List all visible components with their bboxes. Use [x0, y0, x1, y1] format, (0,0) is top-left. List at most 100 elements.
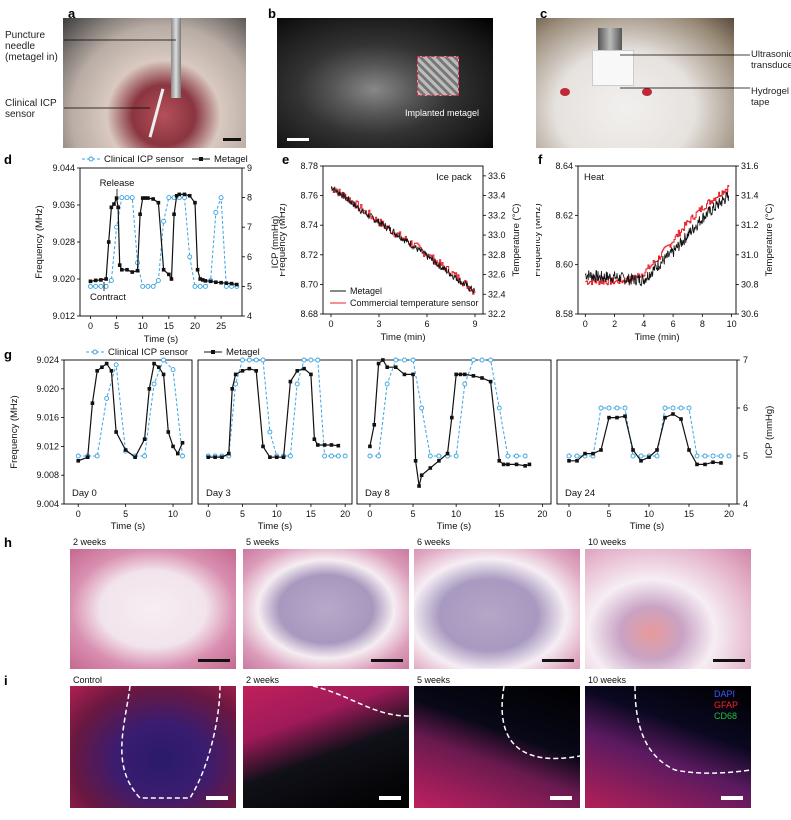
fluorescence-image — [585, 686, 751, 808]
metagel-point — [336, 443, 341, 448]
metagel-point — [719, 461, 723, 465]
stain-legend-label: DAPI — [714, 689, 736, 699]
icp-point — [94, 453, 100, 459]
metagel-point — [180, 441, 185, 445]
metagel-point — [295, 369, 300, 373]
metagel-point — [157, 365, 161, 369]
y2-tick-label: 7 — [743, 355, 748, 365]
icp-point — [606, 405, 612, 411]
boundary-outline — [121, 686, 221, 799]
icp-point — [694, 453, 700, 459]
icp-point — [150, 283, 156, 289]
x-tick-label: 0 — [566, 509, 571, 519]
icp-point — [308, 357, 314, 363]
icp-point — [718, 453, 724, 459]
y-tick-label: 8.64 — [555, 161, 573, 171]
x-tick-label: 5 — [123, 509, 128, 519]
subplot-frame — [63, 359, 193, 505]
y-tick-label: 9.008 — [36, 470, 59, 480]
metagel-point — [229, 281, 234, 286]
metagel-point — [703, 462, 707, 467]
metagel-point — [143, 196, 148, 200]
icp-point — [453, 453, 459, 459]
metagel-point — [100, 365, 104, 369]
x-tick-label: 5 — [411, 509, 416, 519]
metagel-point — [109, 369, 114, 373]
x-tick-label: 10 — [644, 509, 654, 519]
metagel-point — [437, 459, 441, 463]
y2-tick-label: 32.8 — [488, 250, 506, 260]
legend-icp-marker — [88, 156, 94, 162]
metagel-point — [372, 423, 377, 427]
y-tick-label: 8.60 — [555, 260, 573, 270]
metagel-point — [385, 365, 389, 369]
y-tick-label: 9.020 — [36, 384, 59, 394]
icp-point — [329, 453, 334, 459]
metagel-point — [527, 462, 532, 467]
icp-point — [104, 395, 110, 401]
metagel-point — [695, 462, 699, 467]
icp-point — [145, 283, 151, 289]
metagel-point — [480, 376, 484, 380]
label-puncture-needle: Puncture needle (metagel in) — [5, 30, 58, 63]
icp-point — [161, 218, 167, 224]
metagel-point — [599, 448, 603, 452]
metagel-point — [112, 202, 116, 206]
icp-point — [213, 209, 219, 215]
metagel-point — [322, 443, 327, 447]
metagel-point — [623, 414, 627, 418]
label-clinical-icp-sensor: Clinical ICP sensor — [5, 98, 57, 120]
metagel-point — [514, 462, 519, 467]
metagel-point — [201, 278, 205, 282]
x-axis-label: Time (s) — [258, 521, 292, 532]
x-tick-label: 5 — [606, 509, 611, 519]
panel-c-label: c — [540, 6, 548, 21]
x-tick-label: 15 — [164, 321, 174, 331]
y-axis-label: Frequency (MHz) — [280, 203, 288, 276]
fluorescence-image — [70, 686, 236, 808]
x-tick-label: 3 — [376, 319, 381, 329]
y-tick-label: 8.68 — [300, 309, 318, 319]
fluorescence-image — [414, 686, 580, 808]
icp-point — [522, 453, 528, 459]
y2-tick-label: 32.6 — [488, 270, 506, 280]
x-tick-label: 15 — [684, 509, 694, 519]
metagel-point — [240, 369, 245, 373]
plot-frame — [322, 165, 484, 315]
metagel-point — [76, 459, 81, 463]
metagel-point — [523, 464, 527, 468]
icp-point — [462, 381, 468, 387]
icp-point — [253, 357, 259, 363]
y-axis-label: Frequency (MHz) — [536, 203, 543, 276]
metagel-point — [109, 205, 114, 210]
icp-point — [223, 283, 229, 289]
y-tick-label: 9.028 — [52, 237, 75, 247]
x-tick-label: 6 — [424, 319, 429, 329]
x-axis-label: Time (s) — [437, 521, 471, 532]
metagel-point — [454, 372, 458, 377]
chart-e: 0 3 6 9 8.68 8.70 8.72 8.74 8.76 8.78 32.2 32.4 32.6… — [280, 161, 522, 343]
transducer-body — [598, 28, 622, 52]
metagel-point — [506, 462, 510, 467]
icp-point — [376, 453, 382, 459]
boundary-path — [634, 686, 751, 774]
stain-legend-label: CD68 — [714, 711, 738, 721]
metagel-point — [106, 240, 111, 244]
x-tick-label: 2 — [612, 319, 617, 329]
icp-point — [479, 357, 485, 363]
icp-point — [301, 357, 307, 363]
y2-tick-label: 6 — [743, 403, 748, 413]
icp-point — [322, 453, 328, 459]
x-tick-label: 0 — [367, 509, 372, 519]
subplot-frame — [197, 359, 353, 505]
y-tick-label: 9.012 — [52, 311, 75, 321]
metagel-point — [329, 443, 334, 447]
metagel-point — [631, 448, 635, 452]
panel-b-label: b — [268, 6, 276, 21]
x-tick-label: 20 — [340, 509, 350, 519]
y2-tick-label: 9 — [247, 163, 252, 173]
y-tick-label: 9.036 — [52, 200, 75, 210]
legend-icp-label: Clinical ICP sensor — [108, 347, 188, 358]
annotation-contract: Contract — [90, 292, 126, 303]
y2-tick-label: 33.2 — [488, 210, 506, 220]
